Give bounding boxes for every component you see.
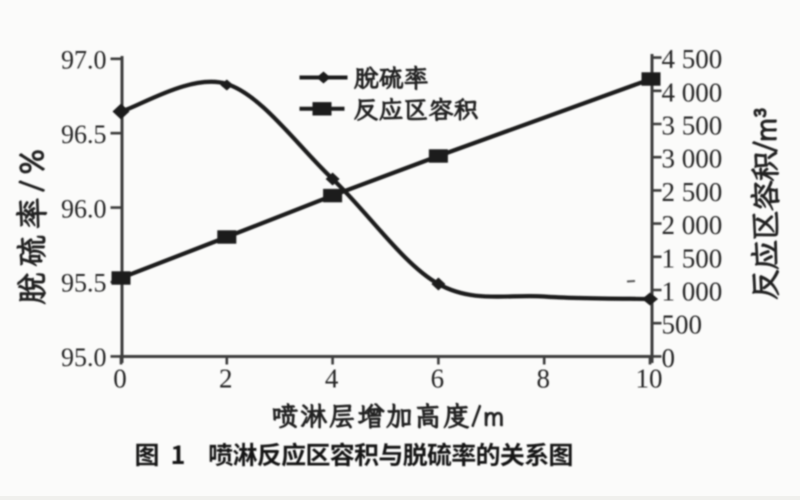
svg-text:96.5: 96.5	[61, 120, 107, 149]
svg-text:96.0: 96.0	[61, 194, 107, 223]
svg-text:2: 2	[219, 364, 233, 394]
svg-text:95.5: 95.5	[61, 269, 107, 298]
svg-text:6: 6	[431, 364, 445, 394]
svg-text:3 500: 3 500	[662, 111, 723, 141]
svg-text:500: 500	[662, 310, 703, 340]
svg-text:10: 10	[636, 364, 663, 394]
svg-text:8: 8	[536, 364, 550, 394]
svg-text:0: 0	[662, 343, 676, 373]
svg-text:4 000: 4 000	[662, 77, 723, 107]
svg-text:4: 4	[325, 364, 339, 394]
svg-text:2 000: 2 000	[662, 210, 723, 240]
svg-text:3 000: 3 000	[662, 144, 723, 174]
svg-text:1 500: 1 500	[662, 243, 723, 273]
svg-text:0: 0	[113, 364, 127, 394]
svg-text:4 500: 4 500	[662, 44, 723, 74]
svg-text:2 500: 2 500	[662, 177, 723, 207]
svg-text:95.0: 95.0	[61, 343, 107, 372]
svg-text:97.0: 97.0	[61, 46, 107, 75]
svg-text:1 000: 1 000	[662, 277, 723, 307]
